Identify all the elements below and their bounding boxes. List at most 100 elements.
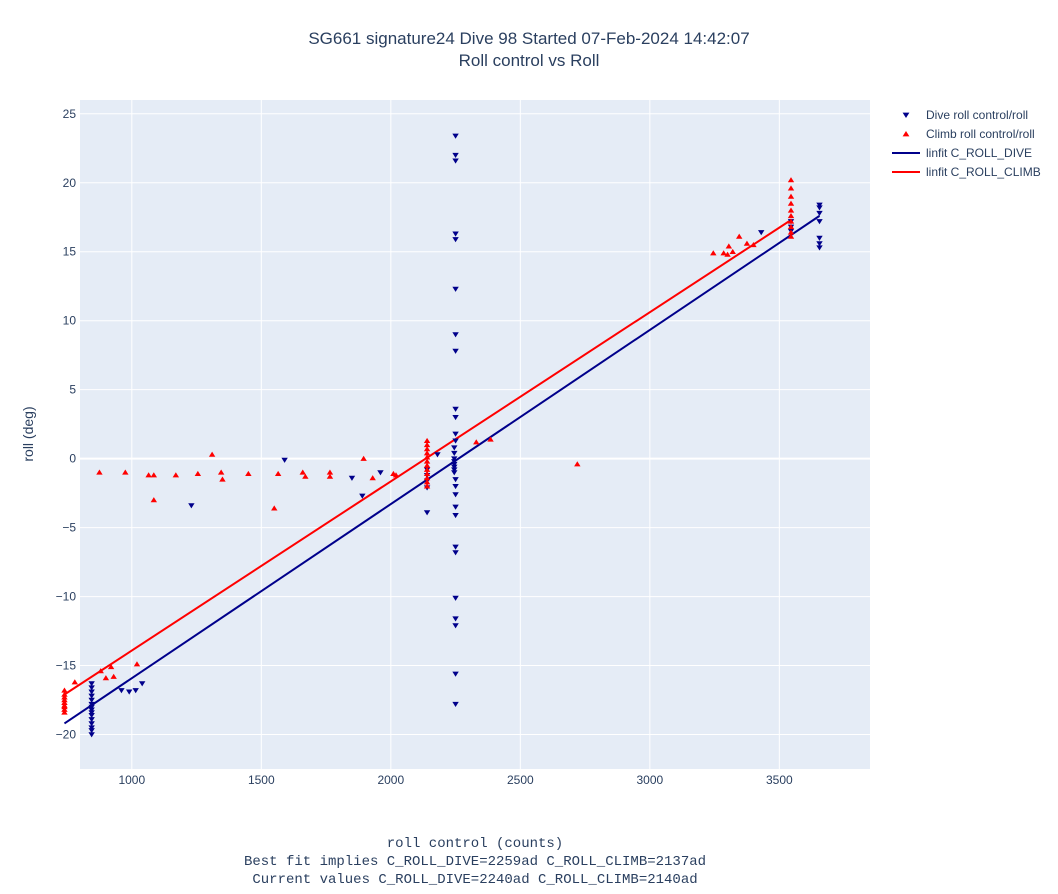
climb-point xyxy=(145,472,152,478)
climb-point xyxy=(787,224,795,230)
dive-point xyxy=(451,456,458,462)
climb-point xyxy=(133,661,141,667)
climb-point xyxy=(423,483,431,489)
dive-point xyxy=(281,457,288,463)
climb-point xyxy=(194,470,202,477)
climb-point xyxy=(274,470,282,477)
y-axis-label: roll (deg) xyxy=(20,406,36,462)
climb-point xyxy=(710,250,717,256)
dive-point xyxy=(88,701,95,708)
climb-point xyxy=(61,709,68,715)
climb-point xyxy=(245,470,252,477)
climb-point xyxy=(750,241,757,248)
climb-point xyxy=(787,177,795,183)
climb-point xyxy=(102,675,110,681)
climb-point xyxy=(172,472,180,478)
climb-point xyxy=(787,233,795,239)
climb-point xyxy=(61,704,68,710)
y-tick-label: 20 xyxy=(63,176,77,190)
tick-labels: 1000 1500 2000 2500 3000 3500 −20 −15 −10 −5 0 5 10 1… xyxy=(56,107,793,787)
dive-point xyxy=(359,493,366,499)
legend-item[interactable]: linfit C_ROLL_CLIMB xyxy=(892,165,1041,179)
current-values-note: Current values C_ROLL_DIVE=2240ad C_ROLL… xyxy=(252,872,698,888)
dive-point xyxy=(88,704,95,710)
dive-point xyxy=(452,492,459,498)
climb-point xyxy=(574,461,581,467)
climb-point xyxy=(787,200,795,206)
y-tick-label: 15 xyxy=(63,245,77,259)
triangle-down-icon xyxy=(902,112,910,119)
dive-point xyxy=(452,231,459,237)
dive-point xyxy=(88,710,95,716)
climb-point xyxy=(61,687,68,693)
climb-point xyxy=(423,441,431,448)
climb-point xyxy=(423,479,431,485)
x-tick-label: 2500 xyxy=(507,773,534,787)
climb-point xyxy=(787,185,795,191)
dive-point xyxy=(451,459,458,465)
climb-point xyxy=(423,437,431,443)
best-fit-note: Best fit implies C_ROLL_DIVE=2259ad C_RO… xyxy=(243,854,707,870)
climb-point xyxy=(271,505,278,511)
climb-point xyxy=(61,697,68,703)
legend: Dive roll control/roll Climb roll control… xyxy=(892,108,1041,179)
dive-point xyxy=(88,693,95,699)
dive-point xyxy=(451,470,458,476)
dive-point xyxy=(452,504,459,510)
dive-point xyxy=(88,728,95,734)
y-tick-label: 10 xyxy=(63,314,77,328)
climb-point xyxy=(725,243,733,249)
triangle-up-icon xyxy=(902,130,910,137)
climb-point xyxy=(423,462,431,468)
climb-point xyxy=(326,469,334,475)
climb-point xyxy=(423,454,431,460)
climb-point xyxy=(208,451,216,457)
dive-point xyxy=(188,503,195,509)
climb-point xyxy=(487,436,494,442)
dive-point xyxy=(434,452,441,458)
climb-point xyxy=(61,691,68,697)
dive-point xyxy=(452,544,459,550)
climb-point xyxy=(787,218,795,224)
dive-point xyxy=(132,688,139,694)
plot-area xyxy=(80,100,870,769)
legend-label: Dive roll control/roll xyxy=(926,108,1028,122)
dive-point xyxy=(88,689,95,695)
dive-point xyxy=(126,689,133,695)
y-tick-label: −15 xyxy=(56,659,77,673)
dive-point xyxy=(816,205,823,211)
dive-point xyxy=(452,332,459,338)
dive-point xyxy=(88,712,95,719)
dive-point xyxy=(88,697,95,703)
dive-point xyxy=(88,732,95,738)
climb-point xyxy=(61,694,68,700)
climb-point xyxy=(122,469,129,475)
chart-title: SG661 signature24 Dive 98 Started 07-Feb… xyxy=(308,29,750,48)
climb-point xyxy=(96,469,103,475)
dive-point xyxy=(452,158,459,164)
dive-point xyxy=(758,230,765,236)
dive-point xyxy=(88,707,95,713)
dive-point xyxy=(452,671,459,677)
y-tick-label: 0 xyxy=(69,452,76,466)
legend-item[interactable]: linfit C_ROLL_DIVE xyxy=(892,146,1032,160)
climb-point xyxy=(219,476,226,482)
legend-item[interactable]: Climb roll control/roll xyxy=(902,127,1035,141)
dive-point xyxy=(452,550,459,556)
dive-point xyxy=(816,235,823,241)
dive-point xyxy=(452,152,459,159)
climb-point xyxy=(423,475,431,481)
climb-point xyxy=(423,466,431,472)
chart-subtitle: Roll control vs Roll xyxy=(458,51,600,70)
dive-point xyxy=(452,406,459,412)
dive-point xyxy=(423,510,431,516)
climb-point xyxy=(720,250,727,256)
dive-point xyxy=(816,219,823,225)
data-markers xyxy=(61,133,823,738)
dive-point xyxy=(451,464,458,470)
y-tick-label: 25 xyxy=(63,107,77,121)
y-tick-label: 5 xyxy=(69,383,76,397)
y-tick-label: −10 xyxy=(56,590,77,604)
climb-point xyxy=(217,469,225,475)
legend-item[interactable]: Dive roll control/roll xyxy=(902,108,1028,122)
